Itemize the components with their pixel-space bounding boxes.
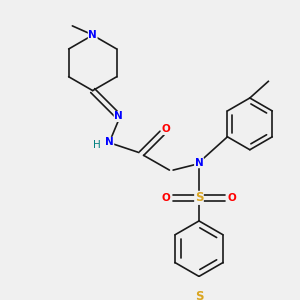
Text: H: H [92,140,100,150]
Text: N: N [114,112,123,122]
Text: S: S [195,191,203,204]
Text: O: O [228,193,237,203]
Text: S: S [195,290,203,300]
Text: N: N [88,30,97,40]
Text: N: N [195,158,203,168]
Text: O: O [161,124,170,134]
Text: O: O [161,193,170,203]
Text: N: N [105,137,114,147]
